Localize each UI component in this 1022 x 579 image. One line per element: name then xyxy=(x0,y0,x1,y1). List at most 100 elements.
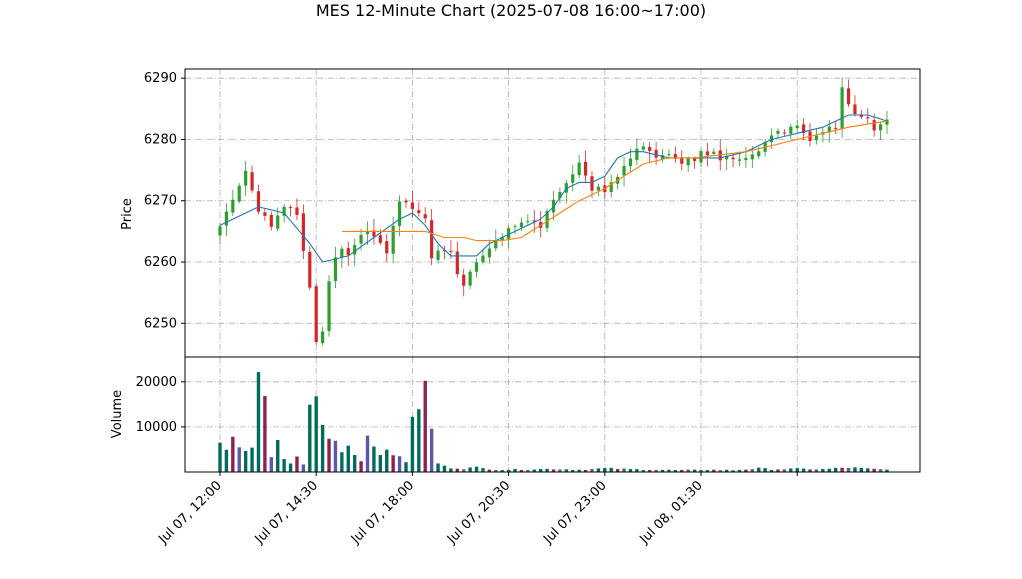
volume-bar xyxy=(372,446,376,472)
candle-body xyxy=(718,150,722,161)
volume-bar xyxy=(750,469,755,472)
volume-bar xyxy=(609,467,613,472)
volume-bar xyxy=(250,447,254,472)
candle-body xyxy=(327,281,331,332)
candle-body xyxy=(878,124,883,131)
volume-bar xyxy=(590,468,594,472)
volume-bar xyxy=(506,469,511,472)
candle-body xyxy=(218,226,222,236)
candle-body xyxy=(583,161,588,176)
candle-body xyxy=(757,151,761,157)
candle-body xyxy=(353,245,357,255)
candle-body xyxy=(802,124,806,134)
volume-bar xyxy=(397,456,402,472)
price-tick-label: 6290 xyxy=(144,71,177,86)
volume-bar xyxy=(833,467,838,472)
volume-bar xyxy=(513,468,517,472)
candle-body xyxy=(526,220,530,222)
volume-bar xyxy=(866,468,870,472)
volume-bar xyxy=(699,470,703,472)
volume-bar xyxy=(577,469,581,472)
candle-body xyxy=(667,154,671,156)
candle-body xyxy=(577,162,581,176)
volume-bar xyxy=(705,470,710,472)
volume-bar xyxy=(731,470,735,472)
candle-body xyxy=(866,117,870,119)
volume-bar xyxy=(263,396,267,472)
volume-bar xyxy=(526,469,530,472)
volume-bar xyxy=(692,469,697,472)
candle-body xyxy=(789,126,793,134)
volume-bar xyxy=(378,455,383,472)
candle-body xyxy=(346,248,350,256)
volume-bar xyxy=(776,469,780,472)
candle-body xyxy=(378,235,382,243)
volume-bar xyxy=(218,442,222,472)
candle-body xyxy=(725,155,729,160)
candle-body xyxy=(654,149,658,158)
volume-bar xyxy=(558,469,562,472)
volume-bar xyxy=(782,469,787,472)
volume-bar xyxy=(500,470,504,472)
volume-bar xyxy=(224,449,229,472)
volume-bar xyxy=(712,469,716,472)
price-tick-label: 6270 xyxy=(144,194,177,209)
slow-moving-average-line xyxy=(341,120,888,242)
candle-body xyxy=(680,158,684,164)
candle-body xyxy=(481,255,485,263)
candle-body xyxy=(288,207,293,209)
candle-body xyxy=(474,262,479,272)
candle-body xyxy=(417,210,421,214)
volume-bar xyxy=(673,470,678,472)
volume-bar xyxy=(827,468,831,472)
volume-bar xyxy=(519,470,524,472)
candle-body xyxy=(340,248,344,258)
candle-body xyxy=(365,230,370,235)
candle-body xyxy=(731,157,735,160)
volume-bar xyxy=(423,380,427,472)
candle-body xyxy=(596,186,600,191)
volume-bar xyxy=(462,469,466,472)
candle-body xyxy=(468,271,472,286)
volume-bar xyxy=(571,470,575,472)
candle-body xyxy=(276,215,280,229)
candle-body xyxy=(410,202,415,209)
candle-body xyxy=(507,228,511,239)
volume-bar xyxy=(769,469,774,472)
candle-body xyxy=(628,158,633,167)
candle-body xyxy=(712,151,716,154)
candle-body xyxy=(532,220,536,222)
candle-body xyxy=(404,200,408,203)
volume-bar xyxy=(436,463,440,472)
candle-body xyxy=(609,182,613,193)
candle-body xyxy=(487,248,491,258)
volume-bar xyxy=(474,466,479,472)
volume-bar xyxy=(385,449,389,472)
candle-body xyxy=(673,154,677,159)
candle-body xyxy=(282,206,286,216)
candle-body xyxy=(333,257,338,282)
candle-body xyxy=(397,201,402,226)
candle-body xyxy=(795,125,799,129)
candle-body xyxy=(436,250,440,260)
candle-body xyxy=(391,225,395,254)
volume-bar xyxy=(231,436,235,472)
volume-bar xyxy=(429,428,434,472)
volume-bar xyxy=(635,469,639,472)
candle-body xyxy=(308,251,312,288)
candle-body xyxy=(660,155,665,160)
volume-bar xyxy=(327,438,331,472)
price-tick-label: 6260 xyxy=(144,255,177,270)
volume-tick-label: 20000 xyxy=(136,375,177,390)
candle-body xyxy=(827,126,831,133)
volume-panel: 10000 20000 xyxy=(136,356,921,473)
volume-bar xyxy=(340,452,344,472)
volume-bar xyxy=(648,470,652,472)
candle-body xyxy=(224,211,229,226)
candle-body xyxy=(256,191,261,212)
candle-body xyxy=(250,172,254,191)
volume-bar xyxy=(718,470,722,472)
candle-body xyxy=(590,176,594,191)
volume-bar xyxy=(551,469,556,472)
